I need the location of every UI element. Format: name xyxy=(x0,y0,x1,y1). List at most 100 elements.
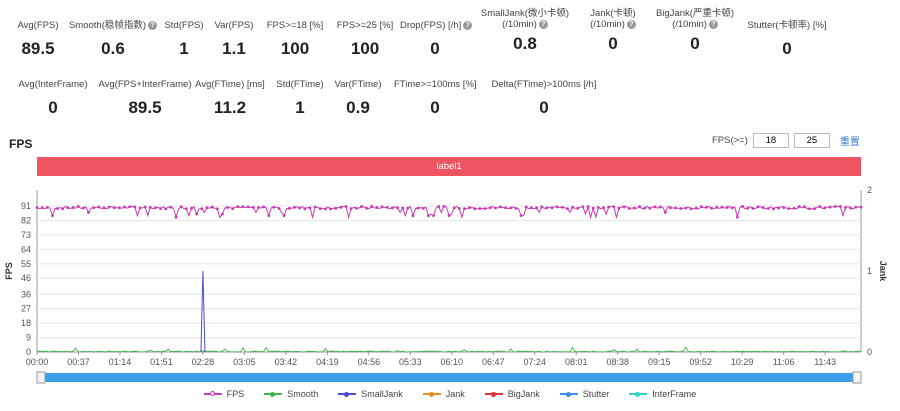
fps-point xyxy=(210,205,214,209)
fps-point xyxy=(524,205,528,209)
reset-button[interactable]: 重置 xyxy=(839,137,860,148)
legend-swatch xyxy=(422,391,441,397)
fps-point xyxy=(349,207,353,210)
x-tick-label: 10:29 xyxy=(731,357,754,367)
fps-point xyxy=(308,206,312,210)
metric-value: 0 xyxy=(48,98,58,117)
fps-point xyxy=(159,207,163,211)
fps-point xyxy=(622,205,626,209)
fps-point xyxy=(154,206,157,210)
fps-point xyxy=(509,206,513,210)
fps-point xyxy=(823,206,827,210)
legend-item[interactable]: Jank xyxy=(422,389,465,399)
fps-point xyxy=(602,206,605,210)
fps-point xyxy=(92,206,96,210)
legend-swatch xyxy=(484,391,503,397)
label-bar[interactable]: label1 xyxy=(37,157,861,176)
fps-point xyxy=(71,206,75,209)
fps-point xyxy=(710,206,714,210)
fps-point xyxy=(797,205,801,208)
metric-value: 11.2 xyxy=(213,98,247,117)
fps-point xyxy=(833,205,837,208)
metric-avg-interframe: Avg(InterFrame) 0 xyxy=(8,79,98,118)
metric-drop-fps: Drop(FPS) [/h]? 0 xyxy=(400,20,473,59)
legend-item[interactable]: Stutter xyxy=(559,389,609,399)
fps-point xyxy=(741,205,744,208)
fps-point xyxy=(277,207,281,210)
y-tick-label: 27 xyxy=(21,304,31,314)
legend-item[interactable]: FPS xyxy=(203,389,244,399)
fps-point xyxy=(473,207,477,211)
help-icon[interactable]: ? xyxy=(538,19,548,29)
y-tick-label: 18 xyxy=(21,318,31,328)
x-tick-label: 03:42 xyxy=(275,357,298,367)
metric-var-ftime: Var(FTime) 0.9 xyxy=(330,79,386,118)
metric-value: 89.5 xyxy=(21,39,55,58)
metric-smooth: Smooth(稳帧指数)? 0.6 xyxy=(68,20,158,59)
help-icon[interactable]: ? xyxy=(463,20,473,30)
fps-point xyxy=(112,206,116,210)
metric-value: 0 xyxy=(430,39,440,58)
legend-item[interactable]: InterFrame xyxy=(629,389,696,399)
x-tick-label: 05:33 xyxy=(399,357,422,367)
metric-value: 0.6 xyxy=(101,39,125,58)
legend-label: Smooth xyxy=(287,389,319,399)
fps-point xyxy=(715,205,719,209)
fps-point xyxy=(463,207,466,211)
scroll-handle-right[interactable] xyxy=(852,371,862,384)
x-tick-label: 00:00 xyxy=(26,357,49,367)
fps-point xyxy=(169,205,173,209)
fps-point xyxy=(81,206,85,210)
metric-value: 1 xyxy=(179,39,189,58)
y-tick-label: 82 xyxy=(21,215,31,225)
fps-point xyxy=(550,206,554,210)
fps-point xyxy=(406,206,410,210)
help-icon[interactable]: ? xyxy=(148,20,158,30)
fps-point xyxy=(40,206,44,210)
fps-point xyxy=(442,204,446,208)
fps-point xyxy=(679,207,683,210)
threshold-input-2[interactable] xyxy=(793,133,830,148)
legend-swatch xyxy=(629,391,648,397)
metric-fps-18: FPS>=18 [%] 100 xyxy=(262,20,328,59)
fps-point xyxy=(612,205,616,209)
metric-label: Drop(FPS) [/h]? xyxy=(400,20,473,31)
metric-label: Stutter(卡顿率) [%] xyxy=(747,20,827,31)
metric-label: Avg(FPS) xyxy=(17,20,59,31)
fps-point xyxy=(674,206,677,210)
fps-point xyxy=(468,206,471,210)
fps-point xyxy=(658,205,662,209)
fps-point xyxy=(257,206,260,209)
fps-point xyxy=(792,206,796,210)
fps-point xyxy=(221,212,224,216)
fps-point xyxy=(643,206,647,210)
fps-point xyxy=(354,206,358,210)
fps-point xyxy=(560,205,564,209)
fps-point xyxy=(705,205,708,209)
help-icon[interactable]: ? xyxy=(708,19,718,29)
scroll-handle-left[interactable] xyxy=(36,371,46,384)
metric-smalljank: SmallJank(微小卡顿) (/10min)? 0.8 xyxy=(475,8,575,54)
y-tick-label: 64 xyxy=(21,244,31,254)
legend-item[interactable]: SmallJank xyxy=(338,389,403,399)
fps-point xyxy=(61,207,65,211)
metric-std-fps: Std(FPS) 1 xyxy=(162,20,206,59)
fps-point xyxy=(411,214,415,218)
metric-value: 0 xyxy=(539,98,549,117)
fps-point xyxy=(231,207,235,211)
fps-point xyxy=(385,205,389,209)
legend-swatch xyxy=(203,390,222,396)
fps-point xyxy=(452,206,456,210)
fps-point xyxy=(457,207,461,210)
fps-point xyxy=(339,205,343,209)
help-icon[interactable]: ? xyxy=(626,19,636,29)
legend-item[interactable]: BigJank xyxy=(484,389,540,399)
x-tick-label: 00:37 xyxy=(67,357,90,367)
legend-item[interactable]: Smooth xyxy=(264,389,318,399)
fps-point xyxy=(56,207,59,210)
threshold-input-1[interactable] xyxy=(752,133,789,148)
metric-delta-ftime: Delta(FTime)>100ms [/h] 0 xyxy=(486,79,602,118)
metric-value: 0 xyxy=(782,39,792,58)
metric-label: FPS>=25 [%] xyxy=(336,20,394,31)
fps-point xyxy=(617,206,621,210)
